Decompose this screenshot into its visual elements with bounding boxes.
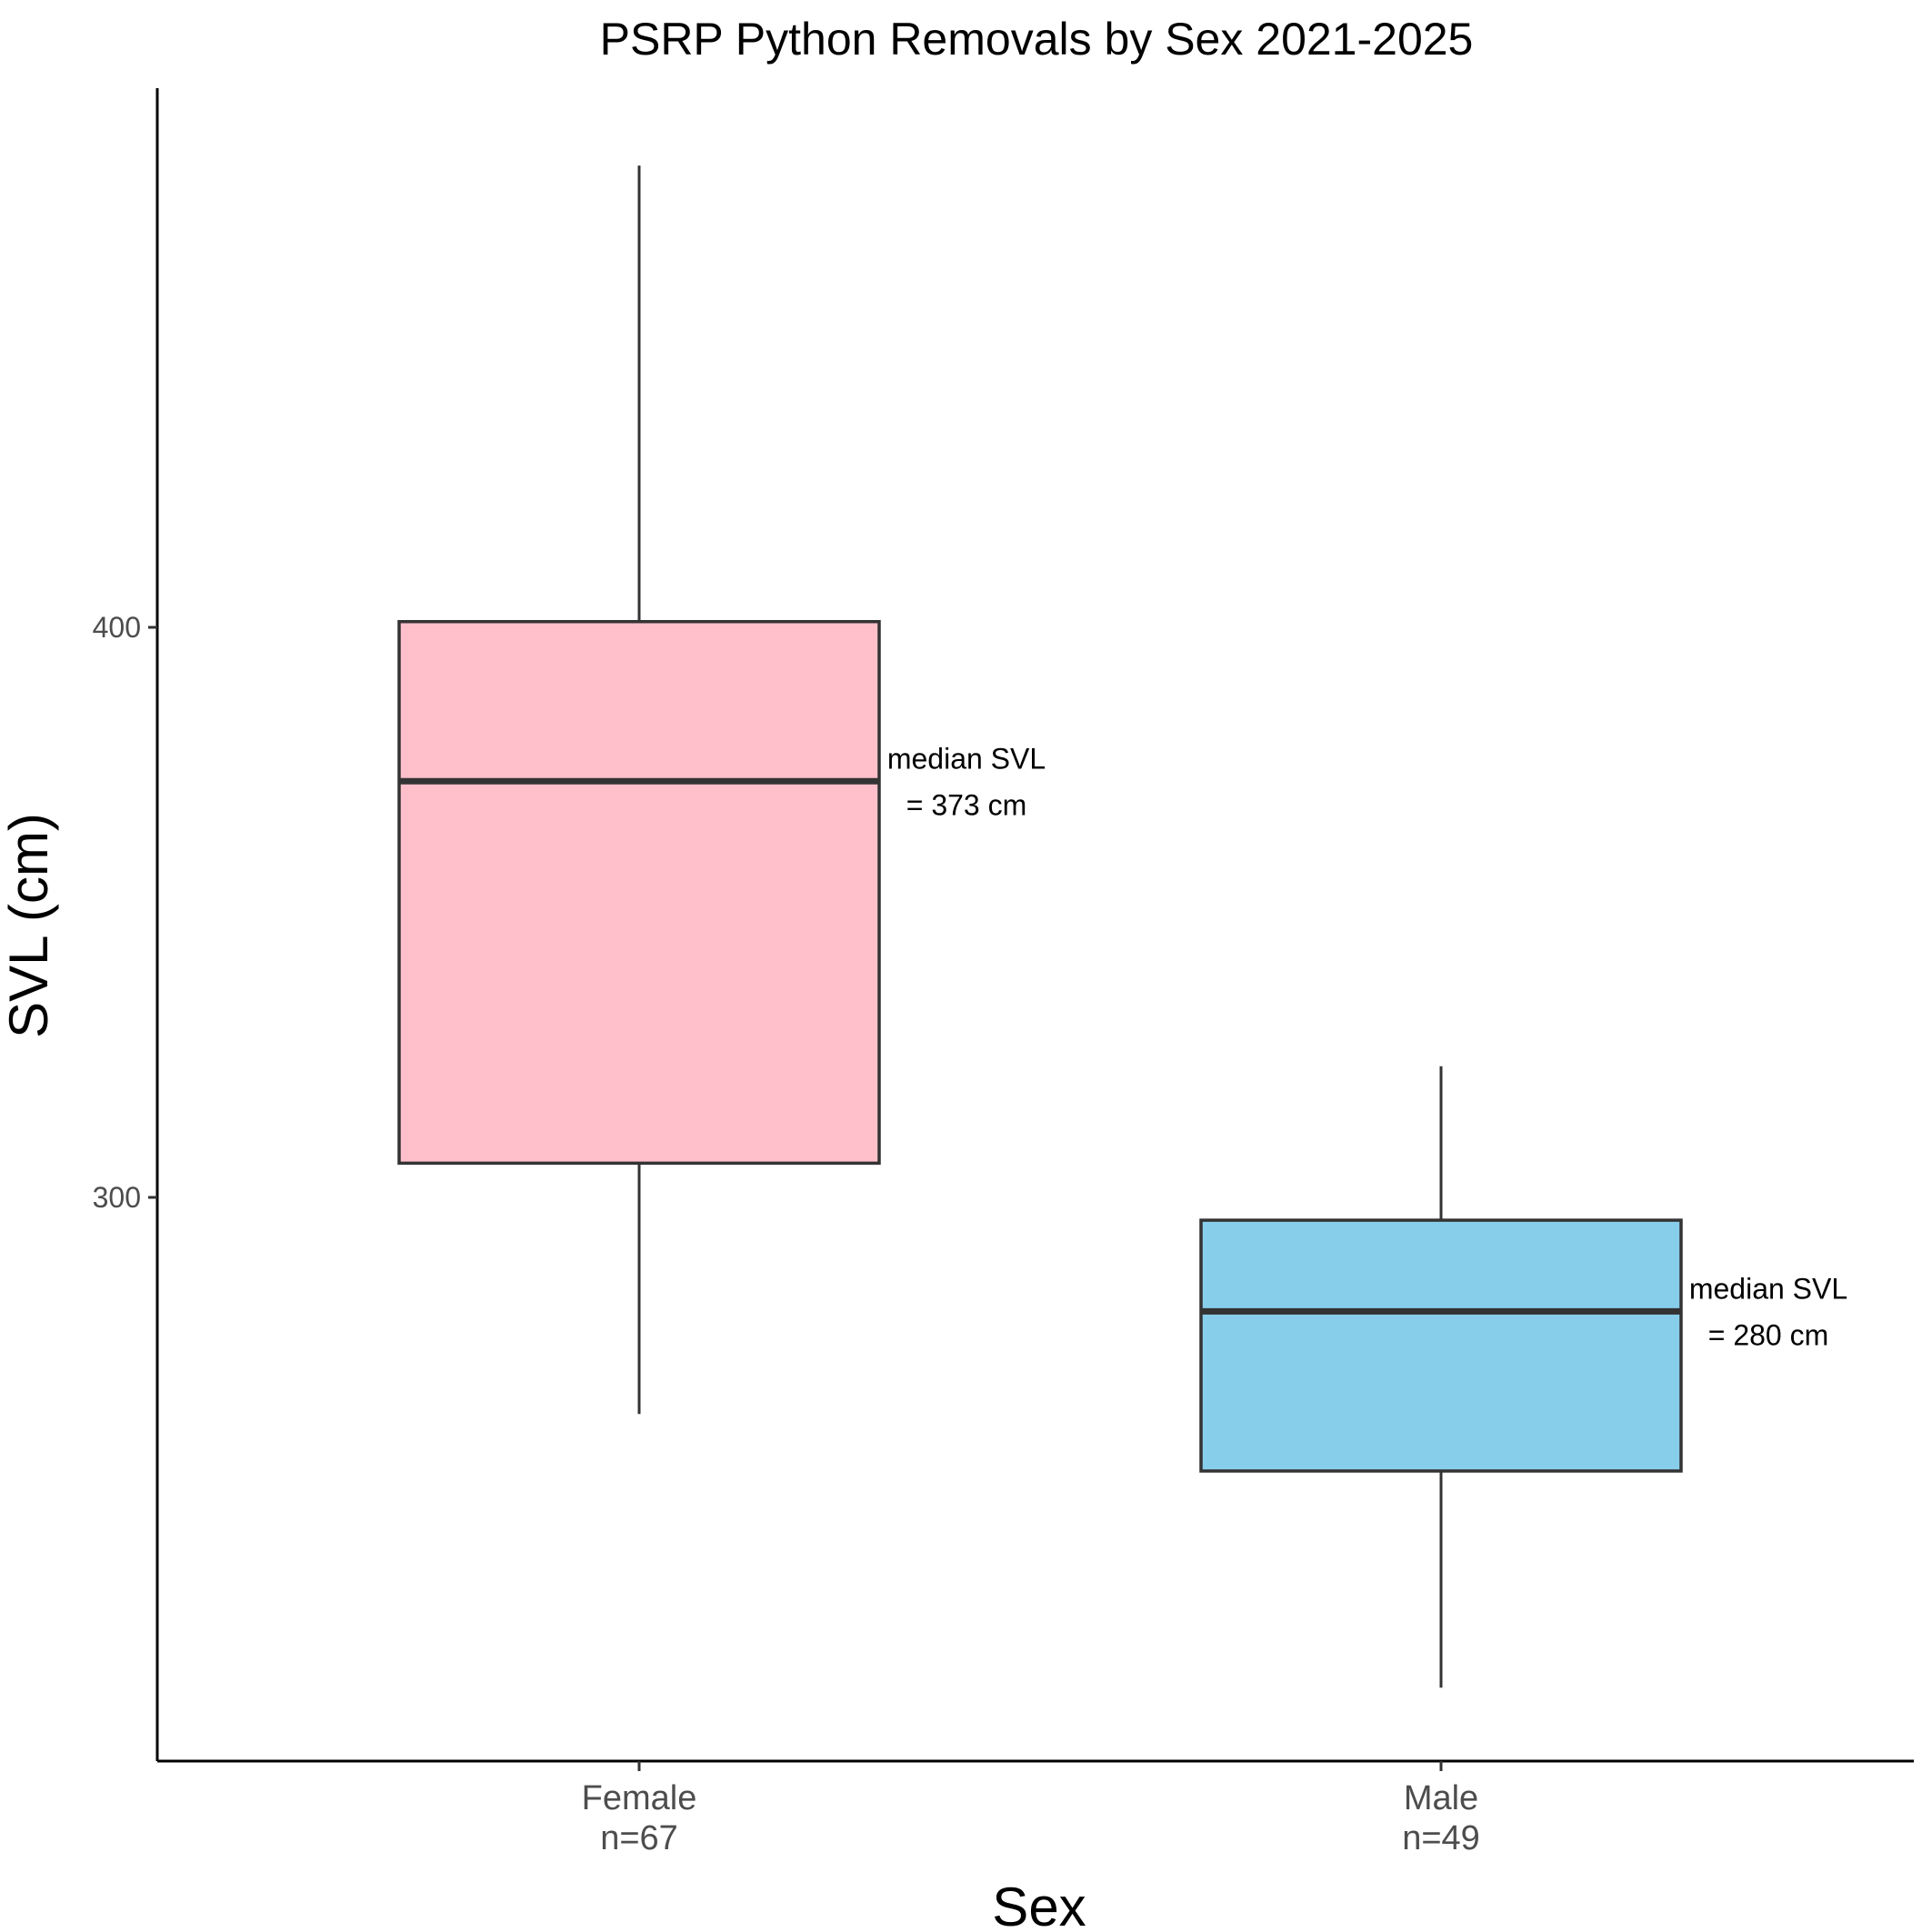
female-box xyxy=(397,619,881,1166)
female-median-annotation-line2: = 373 cm xyxy=(906,788,1027,821)
x-tick-label-female: Female xyxy=(582,1779,697,1817)
chart-title: PSRP Python Removals by Sex 2021-2025 xyxy=(600,14,1474,65)
male-box xyxy=(1199,1218,1683,1473)
x-axis-title: Sex xyxy=(992,1877,1086,1932)
y-axis: 300 400 xyxy=(93,611,157,1214)
x-tick-label-male: Male xyxy=(1404,1779,1478,1817)
male-median-annotation-line1: median SVL xyxy=(1689,1272,1847,1305)
x-tick-count-female: n=67 xyxy=(600,1819,678,1857)
plot-area: median SVL = 373 cm median SVL = 280 cm xyxy=(397,165,1847,1688)
y-axis-title: SVL (cm) xyxy=(0,813,59,1038)
male-median-annotation-line2: = 280 cm xyxy=(1708,1318,1829,1351)
y-tick-label-300: 300 xyxy=(93,1181,141,1214)
x-tick-count-male: n=49 xyxy=(1402,1819,1480,1857)
y-tick-label-400: 400 xyxy=(93,611,141,644)
female-median-annotation-line1: median SVL xyxy=(887,742,1046,775)
